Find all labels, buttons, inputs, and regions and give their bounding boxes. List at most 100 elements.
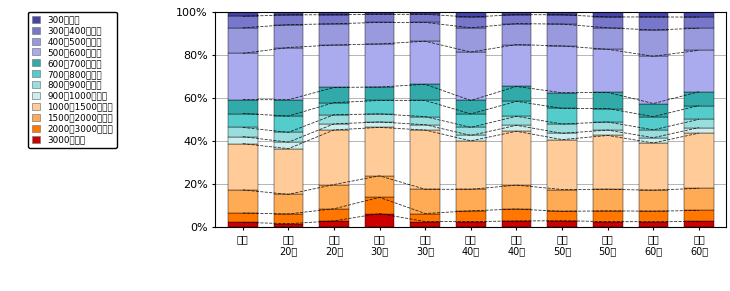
Bar — [274, 149, 303, 194]
Bar — [548, 12, 577, 15]
Bar — [319, 184, 349, 209]
Bar — [319, 15, 349, 24]
Bar — [639, 190, 668, 211]
Bar — [365, 22, 394, 44]
Bar — [502, 12, 531, 15]
Bar — [502, 209, 531, 221]
Bar — [639, 56, 668, 104]
Bar — [319, 115, 349, 124]
Bar — [639, 104, 668, 117]
Bar — [365, 127, 394, 176]
Bar — [593, 93, 623, 109]
Bar — [456, 141, 485, 189]
Bar — [456, 127, 485, 135]
Bar — [684, 50, 714, 92]
Bar — [228, 113, 258, 127]
Bar — [319, 124, 349, 130]
Bar — [548, 15, 577, 24]
Bar — [684, 127, 714, 133]
Bar — [548, 46, 577, 93]
Bar — [274, 12, 303, 15]
Bar — [410, 222, 440, 227]
Bar — [548, 140, 577, 189]
Bar — [639, 130, 668, 138]
Bar — [593, 136, 623, 189]
Bar — [593, 189, 623, 211]
Bar — [319, 209, 349, 221]
Bar — [593, 109, 623, 122]
Bar — [639, 117, 668, 130]
Bar — [274, 224, 303, 227]
Legend: 300円未満, 300～400円未満, 400～500円未満, 500～600円未満, 600～700円未満, 700～800円未満, 800～900円未満, : 300円未満, 300～400円未満, 400～500円未満, 500～600円… — [28, 12, 117, 148]
Bar — [319, 103, 349, 115]
Bar — [593, 222, 623, 227]
Bar — [274, 100, 303, 116]
Bar — [228, 12, 258, 16]
Bar — [593, 130, 623, 135]
Bar — [274, 142, 303, 149]
Bar — [684, 210, 714, 221]
Bar — [502, 86, 531, 101]
Bar — [410, 117, 440, 125]
Bar — [456, 28, 485, 52]
Bar — [274, 194, 303, 214]
Bar — [410, 14, 440, 22]
Bar — [639, 222, 668, 227]
Bar — [548, 133, 577, 140]
Bar — [684, 12, 714, 17]
Bar — [365, 114, 394, 122]
Bar — [684, 119, 714, 127]
Bar — [410, 41, 440, 84]
Bar — [502, 125, 531, 131]
Bar — [274, 214, 303, 224]
Bar — [319, 221, 349, 227]
Bar — [365, 100, 394, 114]
Bar — [502, 131, 531, 185]
Bar — [502, 221, 531, 227]
Bar — [410, 130, 440, 189]
Bar — [410, 100, 440, 117]
Bar — [319, 12, 349, 15]
Bar — [502, 101, 531, 116]
Bar — [684, 106, 714, 119]
Bar — [274, 116, 303, 132]
Bar — [365, 197, 394, 214]
Bar — [365, 87, 394, 100]
Bar — [593, 28, 623, 49]
Bar — [548, 124, 577, 133]
Bar — [456, 114, 485, 127]
Bar — [228, 16, 258, 28]
Bar — [319, 24, 349, 45]
Bar — [410, 125, 440, 130]
Bar — [456, 211, 485, 222]
Bar — [502, 24, 531, 45]
Bar — [410, 22, 440, 41]
Bar — [228, 127, 258, 137]
Bar — [639, 30, 668, 56]
Bar — [456, 222, 485, 227]
Bar — [365, 122, 394, 127]
Bar — [365, 214, 394, 227]
Bar — [502, 116, 531, 125]
Bar — [593, 49, 623, 93]
Bar — [502, 185, 531, 209]
Bar — [274, 132, 303, 142]
Bar — [548, 24, 577, 46]
Bar — [593, 211, 623, 222]
Bar — [502, 45, 531, 86]
Bar — [639, 143, 668, 190]
Bar — [228, 222, 258, 227]
Bar — [274, 15, 303, 25]
Bar — [548, 93, 577, 108]
Bar — [684, 28, 714, 50]
Bar — [548, 189, 577, 211]
Bar — [456, 52, 485, 100]
Bar — [456, 189, 485, 211]
Bar — [410, 189, 440, 214]
Bar — [593, 12, 623, 17]
Bar — [228, 144, 258, 190]
Bar — [548, 221, 577, 227]
Bar — [456, 17, 485, 28]
Bar — [456, 12, 485, 17]
Bar — [593, 17, 623, 28]
